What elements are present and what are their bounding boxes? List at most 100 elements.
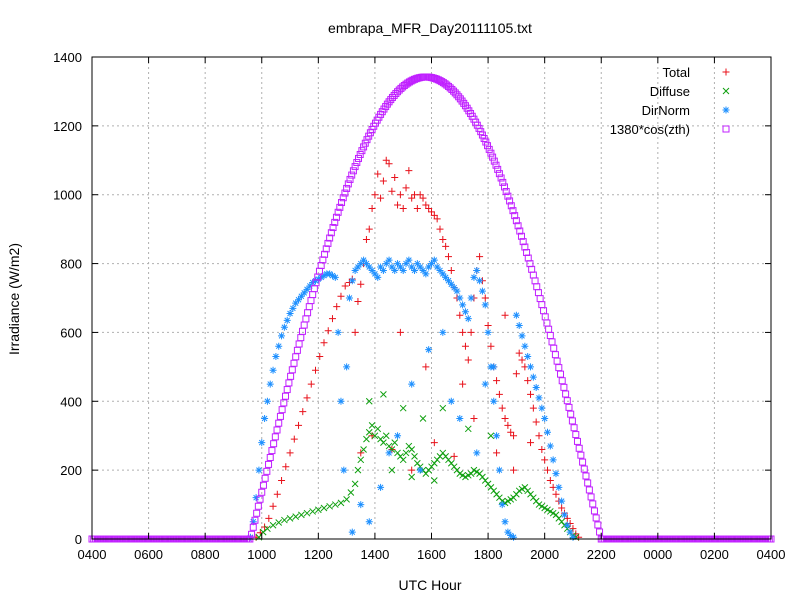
chart-svg: embrapa_MFR_Day20111105.txt UTC Hour Irr… [0,0,800,600]
point-star [456,415,463,422]
point-star [538,405,545,412]
point-star [552,470,559,477]
y-tick-label: 200 [60,463,82,478]
point-star [270,367,277,374]
point-star [272,353,279,360]
x-axis-label: UTC Hour [398,577,461,593]
point-star [536,394,543,401]
point-star [473,267,480,274]
x-tick-label: 0600 [134,547,163,562]
point-star [343,363,350,370]
point-star [366,518,373,525]
legend-label: Diffuse [650,84,690,99]
point-star [550,456,557,463]
point-star [499,501,506,508]
y-tick-label: 600 [60,325,82,340]
point-star [281,324,288,331]
y-tick-label: 400 [60,394,82,409]
legend-marker-star [723,107,730,114]
x-tick-label: 2000 [530,547,559,562]
point-star [496,467,503,474]
point-star [476,277,483,284]
point-star [349,277,356,284]
point-star [255,467,262,474]
point-star [482,381,489,388]
y-tick-label: 0 [75,532,82,547]
point-star [490,363,497,370]
y-tick-label: 1000 [53,188,82,203]
legend-label: Total [663,65,691,80]
point-star [408,381,415,388]
point-star [541,415,548,422]
chart-title: embrapa_MFR_Day20111105.txt [328,20,532,36]
legend-label: 1380*cos(zth) [610,122,690,137]
x-tick-label: 1400 [360,547,389,562]
point-star [417,467,424,474]
point-star [473,449,480,456]
x-tick-label: 0400 [757,547,786,562]
point-star [482,301,489,308]
point-star [261,415,268,422]
point-star [405,257,412,264]
x-tick-label: 1200 [304,547,333,562]
x-tick-label: 0000 [643,547,672,562]
point-star [275,343,282,350]
point-star [533,384,540,391]
point-star [284,317,291,324]
point-star [264,398,271,405]
y-tick-label: 1400 [53,50,82,65]
y-axis-label: Irradiance (W/m2) [6,243,22,355]
point-star [521,343,528,350]
point-star [470,274,477,281]
point-star [400,267,407,274]
point-star [468,295,475,302]
point-star [465,315,472,322]
point-star [335,329,342,336]
point-star [380,267,387,274]
point-star [386,257,393,264]
x-tick-label: 0800 [191,547,220,562]
point-star [453,288,460,295]
point-star [411,267,418,274]
point-star [493,432,500,439]
point-star [547,443,554,450]
point-star [519,332,526,339]
point-star [394,432,401,439]
point-star [485,329,492,336]
point-star [530,374,537,381]
point-star [527,363,534,370]
x-tick-label: 0200 [700,547,729,562]
point-star [448,398,455,405]
point-star [456,295,463,302]
point-star [544,429,551,436]
y-tick-label: 800 [60,257,82,272]
point-star [340,467,347,474]
point-star [374,274,381,281]
x-tick-label: 2200 [587,547,616,562]
point-star [258,439,265,446]
point-star [377,484,384,491]
point-star [267,381,274,388]
point-star [391,267,398,274]
point-star [561,511,568,518]
y-tick-label: 1200 [53,119,82,134]
point-star [490,398,497,405]
point-star [422,270,429,277]
point-star [332,274,339,281]
point-star [357,501,364,508]
point-star [462,308,469,315]
point-star [510,534,517,541]
point-star [569,534,576,541]
legend-label: DirNorm [642,103,690,118]
point-star [555,484,562,491]
point-star [516,322,523,329]
point-star [346,295,353,302]
point-star [479,288,486,295]
x-tick-label: 1800 [474,547,503,562]
point-star [459,301,466,308]
point-star [564,522,571,529]
point-star [349,529,356,536]
point-star [431,257,438,264]
x-tick-label: 0400 [78,547,107,562]
point-star [337,398,344,405]
